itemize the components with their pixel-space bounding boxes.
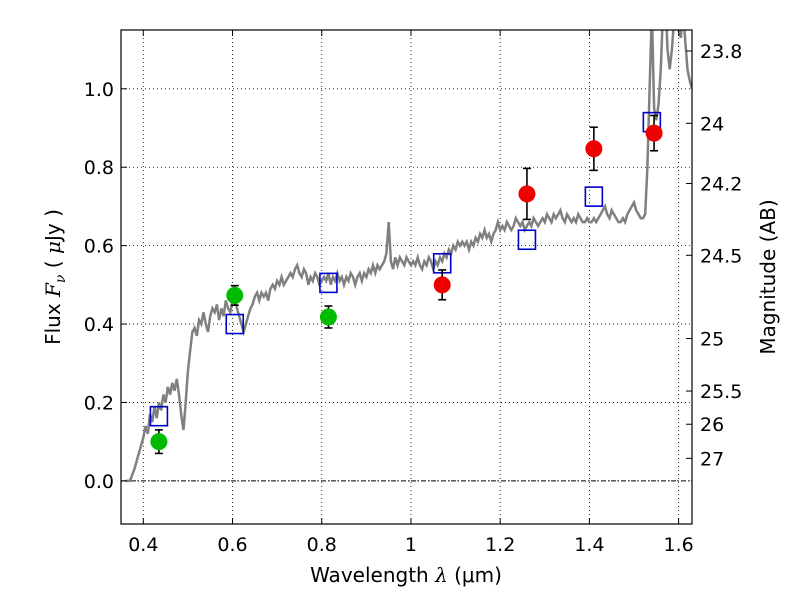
x-tick-label: 0.8 — [307, 534, 337, 556]
y2-tick-label: 24.2 — [700, 173, 742, 195]
y-tick-label: 1.0 — [84, 79, 114, 101]
x-tick-label: 1.4 — [574, 534, 604, 556]
y2-tick-label: 25.5 — [700, 381, 742, 403]
y-tick-label: 0.6 — [84, 236, 114, 258]
y-axis-label: Flux Fν ( μJy ) — [41, 209, 69, 345]
model-square-point — [149, 405, 169, 427]
model-square-point — [517, 229, 537, 251]
y2-tick-label: 26 — [700, 414, 724, 436]
observed-point — [226, 286, 244, 304]
observed-point — [433, 276, 451, 294]
plot-frame — [120, 29, 693, 525]
y2-tick-label: 25 — [700, 329, 724, 351]
y2-tick-label: 27 — [700, 448, 724, 470]
x-tick-label: 1.2 — [485, 534, 515, 556]
model-square-point — [225, 313, 245, 335]
y2-tick-label: 24.5 — [700, 245, 742, 267]
axis-ticks: 0.4 0.6 0.8 1 1.2 1.4 1.6 0.0 0.2 0.4 0.6 0.8 1.0 23.… — [84, 30, 742, 556]
observed-point — [645, 124, 663, 142]
y-tick-label: 0.2 — [84, 392, 114, 414]
y2-tick-label: 23.8 — [700, 41, 742, 63]
y-tick-label: 0.8 — [84, 157, 114, 179]
model-square-point — [319, 272, 338, 294]
y-tick-label: 0.0 — [84, 471, 114, 493]
x-tick-label: 0.6 — [217, 534, 247, 556]
template-spectrum-line — [125, 30, 692, 483]
data-marks — [149, 111, 663, 455]
grid — [121, 30, 692, 524]
x-tick-label: 0.4 — [128, 534, 158, 556]
y-tick-label: 0.4 — [84, 314, 114, 336]
x-axis-label: Wavelength λ (μm) — [310, 563, 502, 587]
observed-point — [150, 433, 168, 451]
x-tick-label: 1.6 — [664, 534, 694, 556]
x-tick-label: 1 — [405, 534, 417, 556]
y2-tick-label: 24 — [700, 113, 724, 135]
observed-point — [518, 185, 536, 203]
y2-axis-label: Magnitude (AB) — [756, 199, 780, 354]
observed-point — [585, 140, 603, 158]
observed-point — [319, 308, 337, 326]
model-square-point — [584, 186, 604, 207]
